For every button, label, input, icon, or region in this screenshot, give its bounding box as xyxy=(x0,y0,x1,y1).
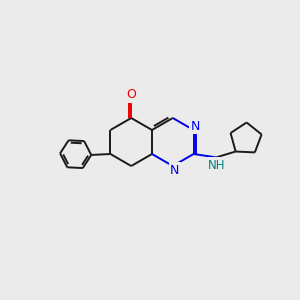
Text: NH: NH xyxy=(208,159,226,172)
Text: N: N xyxy=(191,119,200,133)
Text: O: O xyxy=(126,88,136,101)
Text: N: N xyxy=(170,164,179,176)
